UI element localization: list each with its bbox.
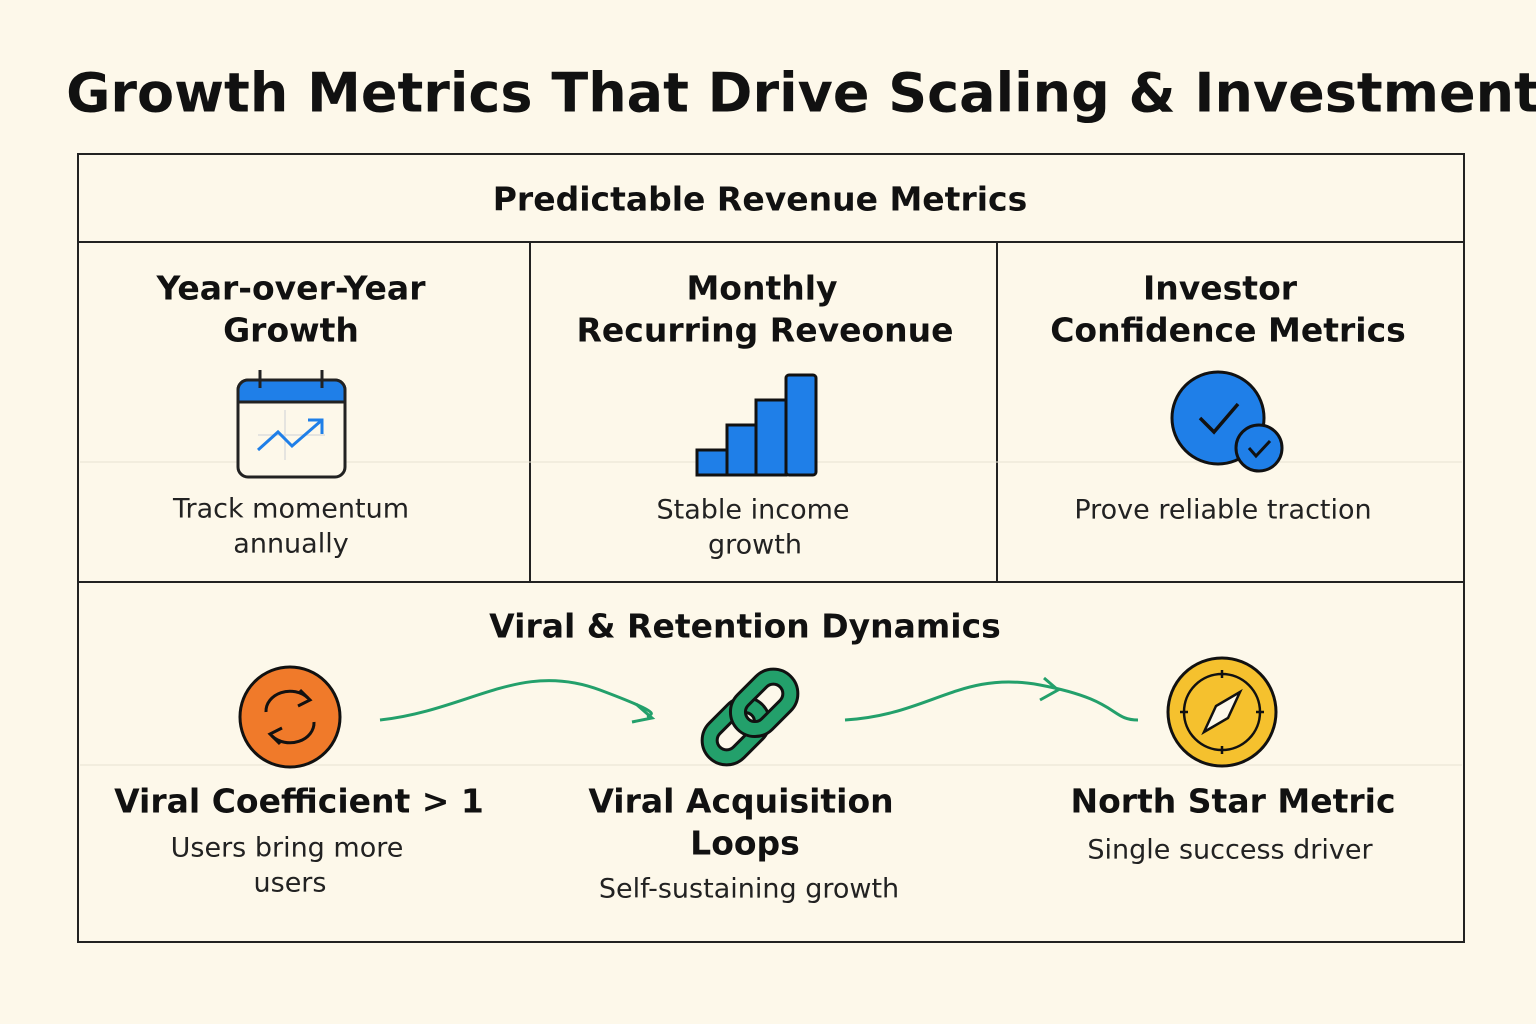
chain-icon: [700, 667, 800, 767]
loop-icon: [238, 665, 342, 769]
card-description: Track momentum: [172, 494, 409, 525]
item-title: North Star Metric: [1070, 782, 1395, 821]
card-title: Recurring Reveonue: [576, 311, 953, 350]
check-icon: [1170, 370, 1284, 473]
item-title: Loops: [690, 824, 800, 863]
card-description: Prove reliable traction: [1074, 495, 1371, 526]
card-description: growth: [708, 530, 802, 561]
card-title: Monthly: [686, 269, 837, 308]
item-description: Self-sustaining growth: [599, 874, 899, 905]
item-description: users: [254, 868, 327, 899]
card-title: Investor: [1143, 269, 1298, 308]
flow-arrows: [379, 676, 1139, 724]
section-heading: Viral & Retention Dynamics: [489, 607, 1001, 646]
item-description: Users bring more: [171, 833, 404, 864]
item-title: Viral Acquisition: [588, 782, 893, 821]
bar-chart-icon: [695, 373, 818, 477]
card-title: Growth: [223, 311, 359, 350]
card-title: Year-over-Year: [156, 269, 427, 308]
card-description: Stable income: [657, 495, 850, 526]
calendar-icon: [236, 370, 347, 479]
compass-icon: [1166, 656, 1278, 768]
item-title: Viral Coefficient > 1: [114, 782, 484, 821]
item-description: Single success driver: [1087, 835, 1373, 866]
card-title: Confidence Metrics: [1050, 311, 1406, 350]
page-title: Growth Metrics That Drive Scaling & Inve…: [66, 62, 1536, 125]
frame: [77, 153, 1465, 943]
card-description: annually: [233, 529, 348, 560]
section-heading: Predictable Revenue Metrics: [493, 180, 1028, 219]
